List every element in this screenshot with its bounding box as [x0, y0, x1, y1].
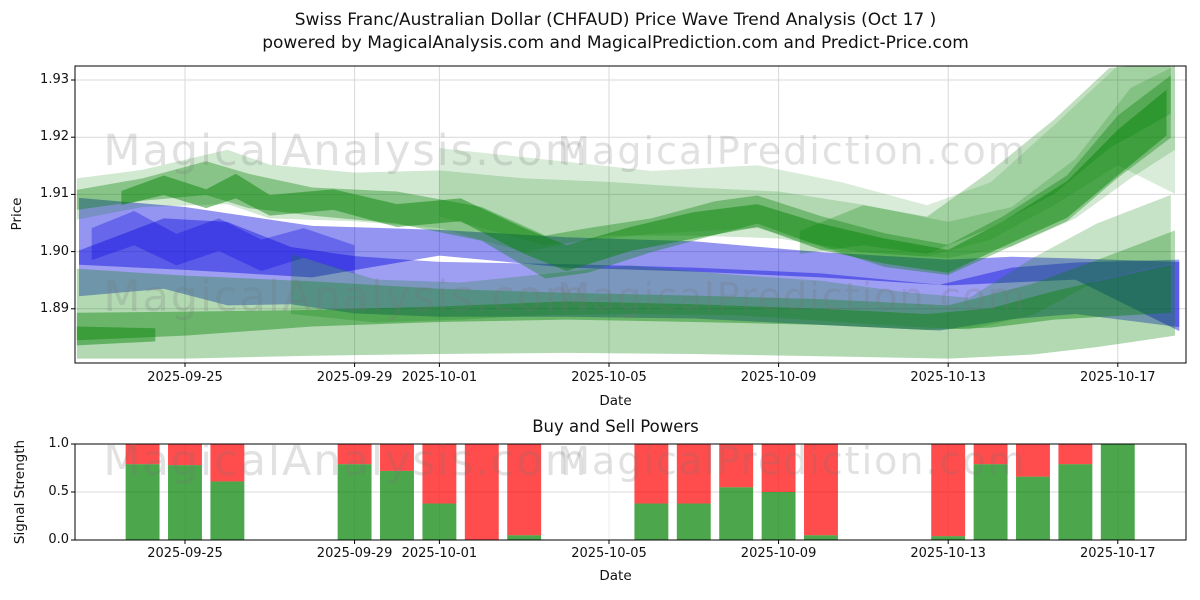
sell-power-bar — [125, 444, 160, 465]
blue-trend-band — [91, 210, 355, 274]
sell-power-bar — [676, 444, 711, 504]
price-xtick-label: 2025-10-01 — [401, 370, 478, 385]
green-trend-band — [439, 66, 1176, 257]
green-trend-band — [76, 264, 1171, 341]
price-plot-frame — [74, 65, 1187, 364]
sell-power-bar — [1058, 444, 1093, 465]
sell-power-bar — [719, 444, 754, 488]
sell-power-bar — [168, 444, 202, 466]
buy-power-bar — [634, 503, 669, 540]
buy-power-bar — [507, 535, 542, 540]
buy-power-bar — [380, 470, 414, 540]
power-ytick-label: 0.5 — [48, 484, 69, 499]
sell-power-bar — [507, 444, 542, 536]
buy-power-bar — [1058, 464, 1093, 540]
buy-power-bar — [804, 535, 838, 540]
price-xtick-label: 2025-09-25 — [147, 370, 223, 385]
green-trend-band — [290, 194, 1171, 330]
blue-trend-band — [78, 197, 1180, 332]
blue-trend-band — [78, 218, 1180, 331]
buy-power-bar — [931, 536, 966, 540]
buy-power-bar — [210, 481, 245, 540]
buy-power-bar — [168, 465, 202, 540]
price-ytick-label: 1.91 — [40, 186, 69, 202]
buy-power-bar — [337, 464, 372, 540]
date-axis-label-top: Date — [599, 393, 632, 409]
figure-title-line2: powered by MagicalAnalysis.com and Magic… — [262, 33, 969, 53]
price-xtick-label: 2025-10-17 — [1080, 370, 1156, 385]
sell-power-bar — [422, 444, 457, 504]
buy-power-bar — [973, 464, 1008, 540]
power-ytick-label: 0.0 — [48, 532, 69, 547]
power-ytick-labels: 0.0 0.5 1.0 — [0, 0, 69, 560]
price-ytick-labels: 1.89 1.90 1.91 1.92 1.93 — [0, 0, 69, 380]
buy-power-bar — [761, 492, 796, 540]
power-ytick-label: 1.0 — [48, 436, 69, 451]
buy-power-bar — [1016, 476, 1050, 540]
green-trend-band — [76, 66, 1176, 258]
buy-power-bar — [422, 503, 457, 540]
sell-power-bar — [804, 444, 838, 536]
green-trend-band — [799, 66, 1171, 254]
buy-power-bar — [1100, 444, 1135, 540]
price-ytick-label: 1.92 — [40, 129, 69, 145]
power-xtick-label: 2025-09-29 — [316, 546, 393, 561]
buy-power-bar — [676, 503, 711, 540]
power-xtick-label: 2025-09-25 — [147, 546, 223, 561]
buy-power-bar — [719, 487, 754, 540]
green-trend-band — [76, 75, 1171, 279]
sell-power-bar — [634, 444, 669, 504]
price-xtick-label: 2025-10-13 — [910, 370, 986, 385]
price-ytick-label: 1.90 — [40, 243, 69, 259]
green-trend-band — [76, 326, 156, 346]
green-trend-band — [121, 89, 1167, 273]
price-ytick-label: 1.93 — [40, 72, 69, 87]
power-xtick-label: 2025-10-01 — [401, 546, 478, 561]
price-xtick-label: 2025-10-09 — [740, 370, 817, 385]
sell-power-bar — [464, 444, 499, 540]
price-ytick-label: 1.89 — [40, 300, 69, 316]
sell-power-bar — [210, 444, 245, 482]
date-axis-label-bottom: Date — [599, 568, 632, 584]
sell-power-bar — [931, 444, 966, 537]
power-xtick-label: 2025-10-09 — [740, 546, 817, 561]
power-xtick-label: 2025-10-05 — [571, 546, 647, 561]
power-xtick-label: 2025-10-13 — [910, 546, 986, 561]
price-xtick-label: 2025-10-05 — [571, 370, 647, 385]
sell-power-bar — [973, 444, 1008, 465]
power-xtick-label: 2025-10-17 — [1080, 546, 1156, 561]
sell-power-bar — [1016, 444, 1050, 477]
price-xtick-label: 2025-09-29 — [316, 370, 393, 385]
buy-power-bar — [125, 464, 160, 540]
sell-power-bar — [761, 444, 796, 492]
figure-title-line1: Swiss Franc/Australian Dollar (CHFAUD) P… — [294, 10, 937, 30]
figure-title: Swiss Franc/Australian Dollar (CHFAUD) P… — [30, 9, 1200, 55]
power-chart-title: Buy and Sell Powers — [532, 417, 699, 436]
sell-power-bar — [380, 444, 414, 471]
green-trend-band — [76, 230, 1176, 359]
sell-power-bar — [337, 444, 372, 465]
